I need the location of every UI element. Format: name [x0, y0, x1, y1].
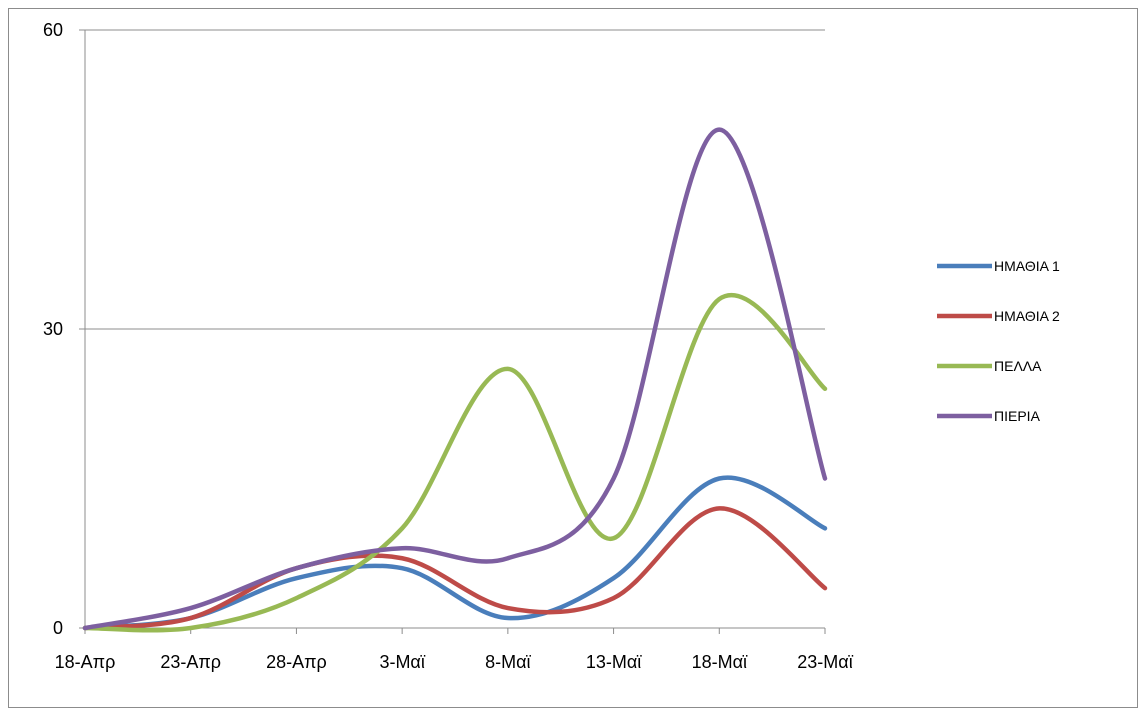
x-tick-label-7: 23-Μαϊ: [797, 652, 853, 672]
x-tick-label-5: 13-Μαϊ: [586, 652, 642, 672]
x-tick-label-1: 23-Απρ: [160, 652, 221, 672]
chart-frame: [8, 8, 1138, 708]
y-tick-label-60: 60: [43, 20, 63, 40]
legend-label-3: ΠΙΕΡΙΑ: [994, 408, 1041, 424]
legend-label-1: ΗΜΑΘΙΑ 2: [994, 308, 1060, 324]
x-tick-label-4: 8-Μαϊ: [485, 652, 531, 672]
x-tick-label-3: 3-Μαϊ: [379, 652, 425, 672]
x-tick-label-6: 18-Μαϊ: [692, 652, 748, 672]
series-line-3: [82, 127, 828, 631]
y-tick-label-30: 30: [43, 319, 63, 339]
x-tick-label-2: 28-Απρ: [266, 652, 327, 672]
series-line-2: [82, 293, 828, 633]
legend-label-2: ΠΕΛΛΑ: [994, 358, 1042, 374]
x-tick-label-0: 18-Απρ: [55, 652, 116, 672]
series-line-1: [82, 506, 828, 631]
legend-label-0: ΗΜΑΘΙΑ 1: [994, 258, 1060, 274]
y-tick-label-0: 0: [53, 618, 63, 638]
